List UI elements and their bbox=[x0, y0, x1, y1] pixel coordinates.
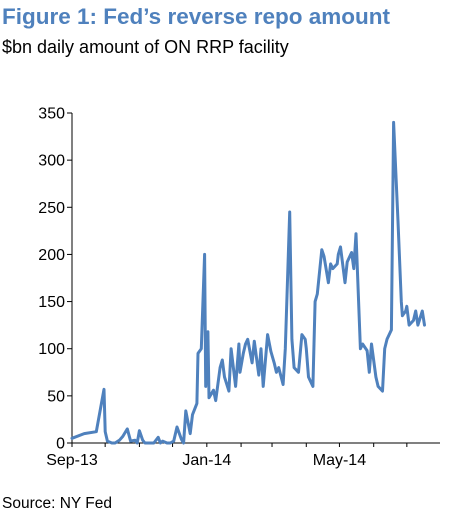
x-axis: Sep-13 Jan-14 May-14 bbox=[46, 442, 440, 469]
series-line bbox=[70, 120, 426, 445]
x-tick-label: Jan-14 bbox=[182, 452, 231, 469]
y-tick-label: 50 bbox=[47, 388, 65, 405]
y-axis: 0 50 100 150 200 250 300 350 bbox=[38, 106, 73, 453]
y-tick-label: 300 bbox=[38, 153, 65, 170]
series bbox=[70, 120, 426, 445]
chart-subtitle: $bn daily amount of ON RRP facility bbox=[2, 37, 289, 57]
chart-title: Figure 1: Fed’s reverse repo amount bbox=[2, 4, 391, 29]
y-tick-label: 350 bbox=[38, 106, 65, 123]
y-tick-label: 150 bbox=[38, 294, 65, 311]
x-tick-label: Sep-13 bbox=[46, 452, 98, 469]
x-tick-label: May-14 bbox=[313, 452, 366, 469]
source-note: Source: NY Fed bbox=[2, 495, 112, 512]
y-tick-label: 250 bbox=[38, 200, 65, 217]
y-tick-label: 100 bbox=[38, 341, 65, 358]
y-tick-label: 0 bbox=[56, 436, 65, 453]
y-tick-label: 200 bbox=[38, 247, 65, 264]
